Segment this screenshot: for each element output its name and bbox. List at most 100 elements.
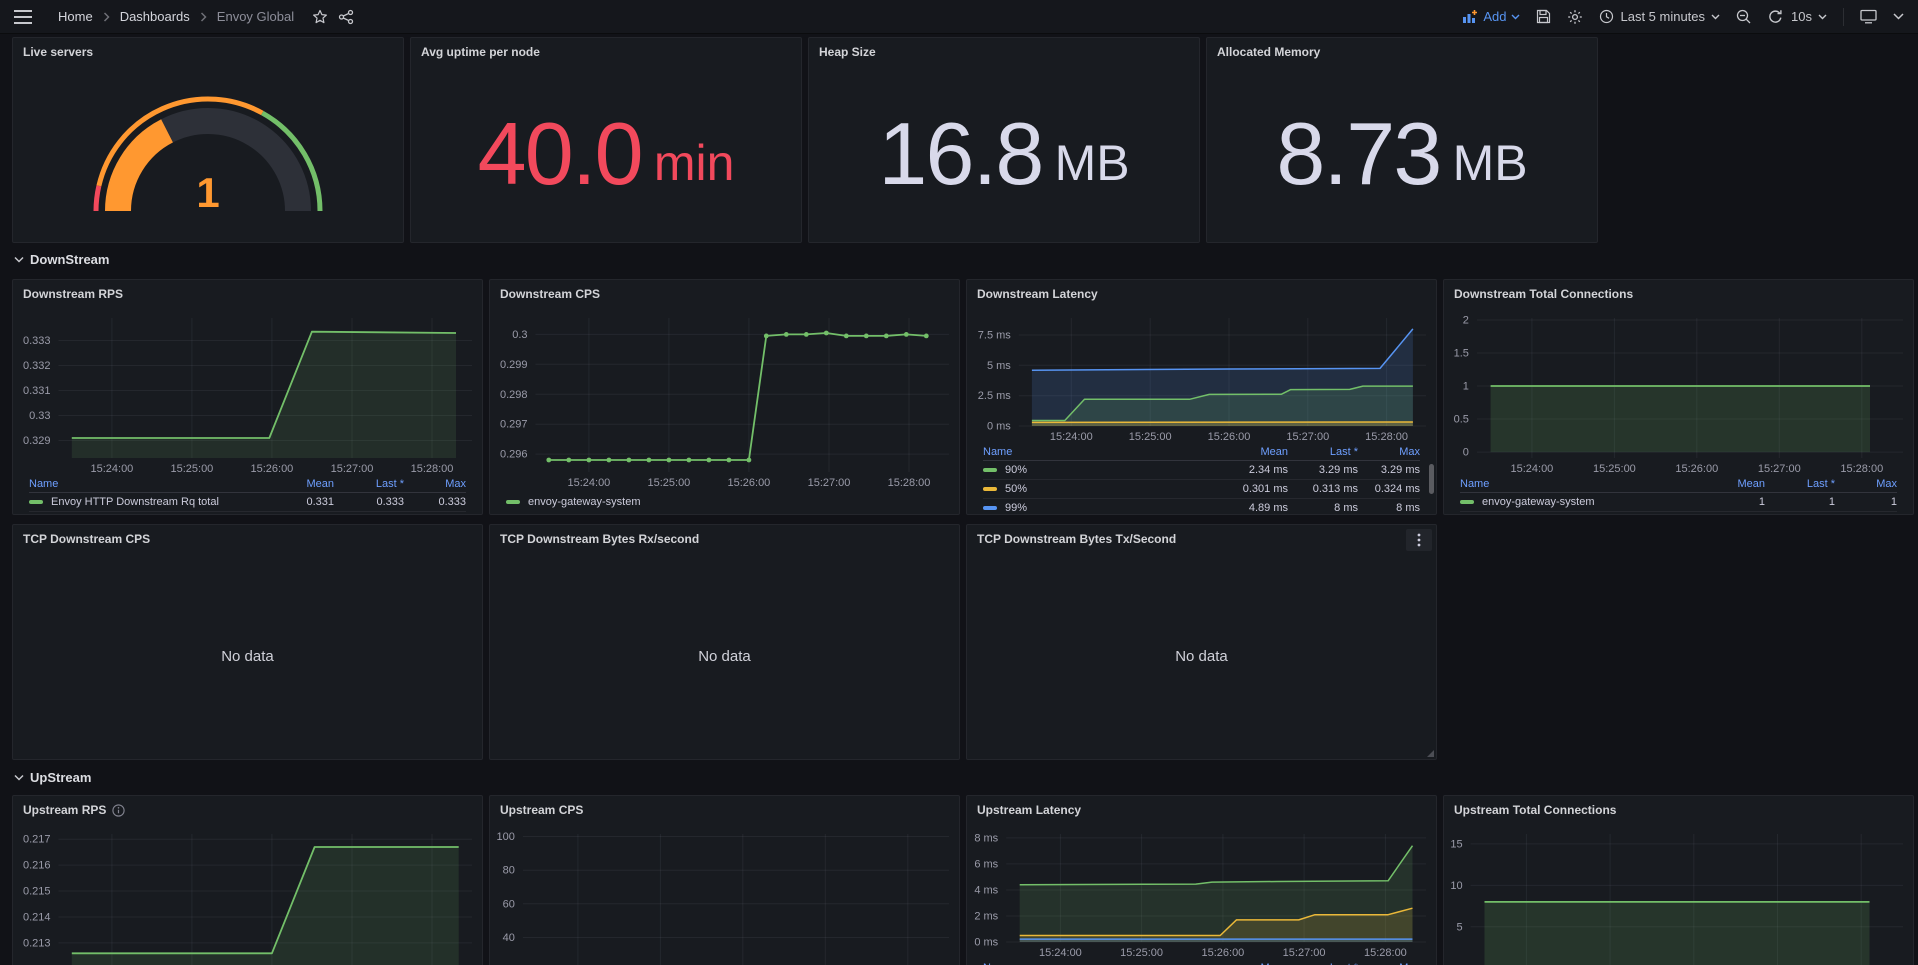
breadcrumb-home[interactable]: Home bbox=[58, 9, 93, 24]
legend-col-max[interactable]: Max bbox=[1358, 446, 1420, 458]
menu-icon[interactable] bbox=[14, 10, 32, 24]
series-swatch bbox=[1460, 500, 1474, 504]
svg-text:0.299: 0.299 bbox=[500, 359, 528, 371]
panel-upstream-cps: Upstream CPS 10080604015:24:0015:25:0015… bbox=[489, 795, 960, 965]
legend-col-last[interactable]: Last * bbox=[334, 478, 404, 490]
series-name: Envoy HTTP Downstream Rq total bbox=[51, 496, 219, 508]
chart-svg: 10080604015:24:0015:25:0015:26:0015:27:0… bbox=[490, 824, 959, 965]
zoom-out-icon[interactable] bbox=[1736, 9, 1752, 25]
legend-col-max[interactable]: Max bbox=[404, 478, 466, 490]
series-swatch bbox=[983, 487, 997, 491]
svg-text:15:27:00: 15:27:00 bbox=[331, 463, 374, 475]
tv-mode-icon[interactable] bbox=[1860, 9, 1877, 24]
section-downstream[interactable]: DownStream bbox=[14, 248, 109, 270]
chevron-down-icon bbox=[14, 256, 24, 263]
save-icon[interactable] bbox=[1536, 9, 1551, 24]
legend-scrollbar[interactable] bbox=[1429, 464, 1434, 494]
svg-text:15:26:00: 15:26:00 bbox=[1208, 431, 1251, 443]
time-range-picker[interactable]: Last 5 minutes bbox=[1599, 9, 1720, 24]
gauge-chart[interactable]: 1 bbox=[13, 66, 403, 242]
svg-text:0.5: 0.5 bbox=[1454, 414, 1469, 426]
series-name: 99% bbox=[1005, 502, 1027, 514]
svg-text:15:26:00: 15:26:00 bbox=[250, 463, 293, 475]
timeseries-chart[interactable]: 21.510.5015:24:0015:25:0015:26:0015:27:0… bbox=[1444, 308, 1913, 476]
refresh-interval-picker[interactable]: 10s bbox=[1791, 9, 1827, 24]
no-data-region: No data bbox=[967, 553, 1436, 759]
series-mean: 1 bbox=[1695, 496, 1765, 508]
legend-row[interactable]: 99% 4.89 ms 8 ms 8 ms bbox=[983, 499, 1420, 514]
panel-title[interactable]: Upstream Latency bbox=[967, 796, 1436, 824]
series-max: 0.333 bbox=[404, 496, 466, 508]
grafana-dashboard: { "nav": { "breadcrumbs": ["Home", "Dash… bbox=[0, 0, 1918, 965]
legend-col-mean[interactable]: Mean bbox=[1695, 478, 1765, 490]
legend-col-name[interactable]: Name bbox=[983, 446, 1218, 458]
legend-col-name[interactable]: Name bbox=[29, 478, 264, 490]
panel-title[interactable]: Heap Size bbox=[809, 38, 1199, 66]
add-label: Add bbox=[1483, 9, 1506, 24]
series-mean: 0.301 ms bbox=[1218, 483, 1288, 495]
add-panel-icon bbox=[1462, 10, 1478, 24]
breadcrumb-current: Envoy Global bbox=[217, 9, 294, 24]
panel-title[interactable]: TCP Downstream Bytes Tx/Second bbox=[967, 525, 1436, 553]
legend-row[interactable]: 90% 2.34 ms 3.29 ms 3.29 ms bbox=[983, 461, 1420, 480]
breadcrumb-dashboards[interactable]: Dashboards bbox=[120, 9, 190, 24]
svg-text:15:28:00: 15:28:00 bbox=[1840, 463, 1883, 475]
svg-text:15:27:00: 15:27:00 bbox=[1283, 947, 1326, 959]
dashboard-settings-icon[interactable] bbox=[1567, 9, 1583, 25]
share-icon[interactable] bbox=[338, 9, 354, 25]
timeseries-chart[interactable]: 0.2170.2160.2150.2140.21315:24:0015:25:0… bbox=[13, 824, 482, 965]
timeseries-chart[interactable]: 10080604015:24:0015:25:0015:26:0015:27:0… bbox=[490, 824, 959, 965]
series-swatch bbox=[983, 506, 997, 510]
panel-title[interactable]: Upstream RPS bbox=[13, 796, 482, 824]
timeseries-chart[interactable]: 1510515:24:0015:25:0015:26:0015:27:0015:… bbox=[1444, 824, 1913, 965]
stat-wrap: 16.8 MB bbox=[809, 66, 1199, 242]
series-last: 1 bbox=[1765, 496, 1835, 508]
panel-title[interactable]: Downstream CPS bbox=[490, 280, 959, 308]
legend-col-last[interactable]: Last * bbox=[1765, 478, 1835, 490]
legend-col-mean[interactable]: Mean bbox=[264, 478, 334, 490]
panel-title[interactable]: Downstream RPS bbox=[13, 280, 482, 308]
panel-title[interactable]: Downstream Total Connections bbox=[1444, 280, 1913, 308]
svg-text:0.329: 0.329 bbox=[23, 435, 51, 447]
legend-col-name[interactable]: Name bbox=[1460, 478, 1695, 490]
panel-title[interactable]: TCP Downstream Bytes Rx/second bbox=[490, 525, 959, 553]
panel-title[interactable]: Upstream Total Connections bbox=[1444, 796, 1913, 824]
panel-title[interactable]: Upstream CPS bbox=[490, 796, 959, 824]
series-mean: 0.331 bbox=[264, 496, 334, 508]
legend-item[interactable]: envoy-gateway-system bbox=[506, 490, 943, 514]
series-last: 8 ms bbox=[1288, 502, 1358, 514]
chevron-down-icon[interactable] bbox=[1893, 13, 1904, 20]
star-icon[interactable] bbox=[312, 9, 328, 25]
svg-text:0.215: 0.215 bbox=[23, 886, 51, 898]
panel-upstream-total-connections: Upstream Total Connections 1510515:24:00… bbox=[1443, 795, 1914, 965]
panel-title[interactable]: TCP Downstream CPS bbox=[13, 525, 482, 553]
legend-col-last[interactable]: Last * bbox=[1288, 446, 1358, 458]
stat-value: 40.0 min bbox=[411, 66, 801, 242]
svg-text:15:28:00: 15:28:00 bbox=[1365, 431, 1408, 443]
timeseries-chart[interactable]: 0.30.2990.2980.2970.29615:24:0015:25:001… bbox=[490, 308, 959, 490]
svg-text:0.33: 0.33 bbox=[29, 410, 50, 422]
panel-menu-button[interactable] bbox=[1406, 529, 1432, 551]
no-data-text: No data bbox=[967, 553, 1436, 759]
legend-row[interactable]: Envoy HTTP Downstream Rq total 0.331 0.3… bbox=[29, 493, 466, 512]
svg-text:0.3: 0.3 bbox=[512, 329, 527, 341]
legend-col-max[interactable]: Max bbox=[1835, 478, 1897, 490]
add-button[interactable]: Add bbox=[1462, 9, 1520, 24]
legend-col-mean[interactable]: Mean bbox=[1218, 446, 1288, 458]
panel-resize-handle[interactable] bbox=[1427, 750, 1434, 757]
timeseries-chart[interactable]: 0.3330.3320.3310.330.32915:24:0015:25:00… bbox=[13, 308, 482, 476]
panel-legend: Name Mean Last * Max Envoy HTTP Downstre… bbox=[13, 476, 482, 514]
refresh-icon[interactable] bbox=[1768, 9, 1783, 24]
section-upstream[interactable]: UpStream bbox=[14, 766, 91, 788]
panel-title[interactable]: Live servers bbox=[13, 38, 403, 66]
legend-row[interactable]: envoy-gateway-system 1 1 1 bbox=[1460, 493, 1897, 512]
panel-title[interactable]: Allocated Memory bbox=[1207, 38, 1597, 66]
svg-text:4 ms: 4 ms bbox=[974, 885, 998, 897]
panel-title[interactable]: Avg uptime per node bbox=[411, 38, 801, 66]
timeseries-chart[interactable]: 8 ms6 ms4 ms2 ms0 ms15:24:0015:25:0015:2… bbox=[967, 824, 1436, 960]
timeseries-chart[interactable]: 7.5 ms5 ms2.5 ms0 ms15:24:0015:25:0015:2… bbox=[967, 308, 1436, 444]
panel-title[interactable]: Downstream Latency bbox=[967, 280, 1436, 308]
svg-text:15:24:00: 15:24:00 bbox=[1510, 463, 1553, 475]
legend-row[interactable]: 50% 0.301 ms 0.313 ms 0.324 ms bbox=[983, 480, 1420, 499]
info-icon[interactable] bbox=[112, 804, 125, 817]
